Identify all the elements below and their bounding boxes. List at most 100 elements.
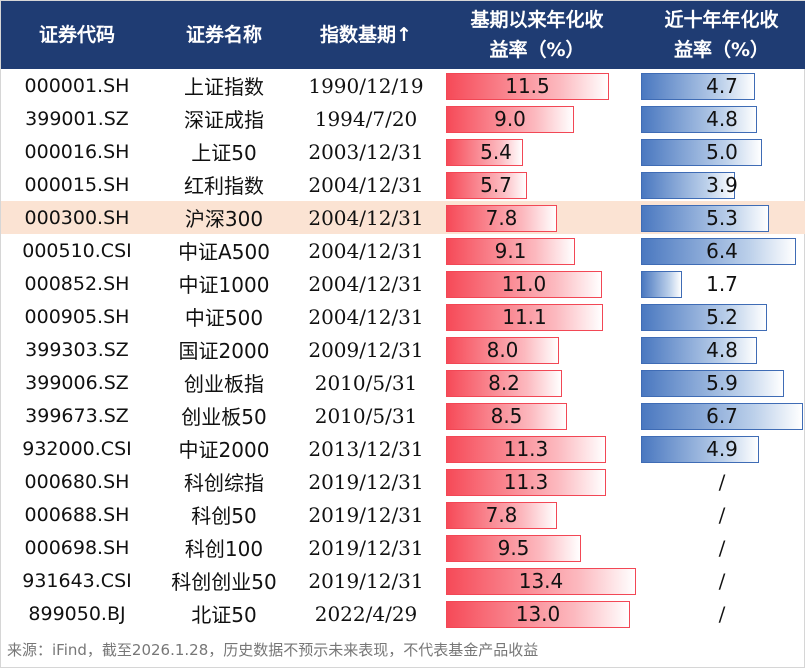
ten-year-return-na: / bbox=[718, 568, 726, 593]
cell-base-date: 2004/12/31 bbox=[308, 271, 424, 296]
since-return-bar bbox=[446, 205, 557, 232]
since-return-bar bbox=[446, 304, 603, 331]
since-return-value: 11.1 bbox=[502, 304, 547, 329]
table-row[interactable]: 000698.SH 科创100 2019/12/31 9.5 / bbox=[1, 531, 805, 564]
since-return-value: 11.5 bbox=[505, 73, 550, 98]
cell-code: 000698.SH bbox=[24, 536, 130, 559]
ten-year-return-bar bbox=[641, 304, 767, 331]
cell-name: 上证50 bbox=[191, 141, 257, 165]
table-row[interactable]: 899050.BJ 北证50 2022/4/29 13.0 / bbox=[1, 597, 805, 630]
ten-year-return-bar bbox=[641, 271, 682, 298]
ten-year-return-na: / bbox=[718, 502, 726, 527]
ten-year-return-bar bbox=[641, 370, 784, 397]
cell-code: 932000.CSI bbox=[22, 437, 132, 460]
cell-base-date: 2022/4/29 bbox=[314, 601, 418, 626]
header-since-return-line1: 基期以来年化收 bbox=[470, 9, 604, 31]
ten-year-return-bar bbox=[641, 238, 796, 265]
ten-year-return-value: 1.7 bbox=[706, 271, 738, 296]
table-row[interactable]: 399673.SZ 创业板50 2010/5/31 8.5 6.7 bbox=[1, 399, 805, 432]
cell-code: 000680.SH bbox=[24, 470, 130, 493]
since-return-bar bbox=[446, 469, 606, 496]
cell-code: 899050.BJ bbox=[28, 602, 126, 625]
table-row[interactable]: 000688.SH 科创50 2019/12/31 7.8 / bbox=[1, 498, 805, 531]
since-return-value: 5.7 bbox=[480, 172, 512, 197]
ten-year-return-na: / bbox=[718, 535, 726, 560]
cell-name: 中证A500 bbox=[178, 240, 270, 264]
cell-name: 科创100 bbox=[184, 537, 264, 561]
table-row[interactable]: 000001.SH 上证指数 1990/12/19 11.5 4.7 bbox=[1, 69, 805, 102]
cell-code: 931643.CSI bbox=[22, 569, 132, 592]
cell-code: 000688.SH bbox=[24, 503, 130, 526]
cell-base-date: 2004/12/31 bbox=[308, 238, 424, 263]
since-return-bar bbox=[446, 172, 527, 199]
since-return-bar bbox=[446, 568, 636, 595]
since-return-bar bbox=[446, 601, 630, 628]
table-row[interactable]: 399006.SZ 创业板指 2010/5/31 8.2 5.9 bbox=[1, 366, 805, 399]
ten-year-return-value: 4.7 bbox=[706, 73, 738, 98]
cell-base-date: 1990/12/19 bbox=[308, 73, 424, 98]
table-row[interactable]: 931643.CSI 科创创业50 2019/12/31 13.4 / bbox=[1, 564, 805, 597]
since-return-bar bbox=[446, 403, 567, 430]
cell-name: 创业板50 bbox=[181, 405, 267, 429]
table-row[interactable]: 000905.SH 中证500 2004/12/31 11.1 5.2 bbox=[1, 300, 805, 333]
ten-year-return-value: 4.9 bbox=[706, 436, 738, 461]
table-row[interactable]: 399001.SZ 深证成指 1994/7/20 9.0 4.8 bbox=[1, 102, 805, 135]
header-code: 证券代码 bbox=[38, 24, 115, 46]
cell-code: 399006.SZ bbox=[25, 371, 129, 394]
ten-year-return-bar bbox=[641, 403, 803, 430]
cell-code: 000905.SH bbox=[24, 305, 130, 328]
header-ten-year-line2: 益率（%） bbox=[673, 39, 770, 61]
cell-name: 创业板指 bbox=[184, 372, 264, 396]
cell-name: 科创创业50 bbox=[171, 570, 277, 594]
ten-year-return-bar bbox=[641, 337, 757, 364]
ten-year-return-value: 5.2 bbox=[706, 304, 738, 329]
table-row[interactable]: 000015.SH 红利指数 2004/12/31 5.7 3.9 bbox=[1, 168, 805, 201]
ten-year-return-value: 6.7 bbox=[706, 403, 738, 428]
ten-year-return-value: 5.9 bbox=[706, 370, 738, 395]
since-return-bar bbox=[446, 271, 602, 298]
cell-code: 000001.SH bbox=[24, 74, 130, 97]
since-return-bar bbox=[446, 337, 559, 364]
table-row[interactable]: 000680.SH 科创综指 2019/12/31 11.3 / bbox=[1, 465, 805, 498]
cell-code: 000852.SH bbox=[24, 272, 130, 295]
since-return-value: 11.0 bbox=[501, 271, 547, 296]
ten-year-return-bar bbox=[641, 106, 757, 133]
source-note: 来源：iFind，截至2026.1.28，历史数据不预示未来表现，不代表基金产品… bbox=[7, 641, 539, 659]
ten-year-return-value: 4.8 bbox=[706, 337, 738, 362]
cell-name: 沪深300 bbox=[184, 207, 264, 231]
since-return-bar bbox=[446, 139, 523, 166]
ten-year-return-na: / bbox=[718, 601, 726, 626]
table-row[interactable]: 000016.SH 上证50 2003/12/31 5.4 5.0 bbox=[1, 135, 805, 168]
since-return-value: 8.2 bbox=[488, 370, 520, 395]
since-return-value: 8.0 bbox=[486, 337, 519, 362]
cell-name: 上证指数 bbox=[184, 75, 264, 99]
table-row[interactable]: 932000.CSI 中证2000 2013/12/31 11.3 4.9 bbox=[1, 432, 805, 465]
table-row[interactable]: 000510.CSI 中证A500 2004/12/31 9.1 6.4 bbox=[1, 234, 805, 267]
cell-base-date: 2010/5/31 bbox=[314, 370, 418, 395]
cell-base-date: 2004/12/31 bbox=[308, 205, 424, 230]
cell-name: 科创综指 bbox=[184, 471, 264, 495]
table-row[interactable]: 000300.SH 沪深300 2004/12/31 7.8 5.3 bbox=[1, 201, 805, 234]
since-return-bar bbox=[446, 502, 557, 529]
header-base-date[interactable]: 指数基期↑ bbox=[320, 24, 412, 46]
header-name: 证券名称 bbox=[185, 24, 262, 46]
cell-name: 中证1000 bbox=[178, 273, 270, 297]
cell-base-date: 2010/5/31 bbox=[314, 403, 418, 428]
cell-code: 000510.CSI bbox=[22, 239, 132, 262]
cell-name: 深证成指 bbox=[184, 108, 264, 132]
header-since-return: 基期以来年化收 益率（%） bbox=[437, 1, 637, 69]
table-header: 证券代码 证券名称 指数基期↑ 基期以来年化收 益率（%） 近十年年化收 益率（… bbox=[1, 1, 805, 69]
table-row[interactable]: 000852.SH 中证1000 2004/12/31 11.0 1.7 bbox=[1, 267, 805, 300]
cell-base-date: 2019/12/31 bbox=[308, 568, 424, 593]
since-return-value: 7.8 bbox=[485, 205, 518, 230]
table-row[interactable]: 399303.SZ 国证2000 2009/12/31 8.0 4.8 bbox=[1, 333, 805, 366]
cell-code: 000015.SH bbox=[24, 173, 130, 196]
since-return-value: 5.4 bbox=[480, 139, 512, 164]
since-return-value: 8.5 bbox=[490, 403, 523, 428]
since-return-value: 9.0 bbox=[494, 106, 526, 131]
ten-year-return-value: 5.0 bbox=[706, 139, 738, 164]
ten-year-return-na: / bbox=[718, 469, 726, 494]
ten-year-return-bar bbox=[641, 139, 762, 166]
cell-base-date: 2003/12/31 bbox=[308, 139, 424, 164]
